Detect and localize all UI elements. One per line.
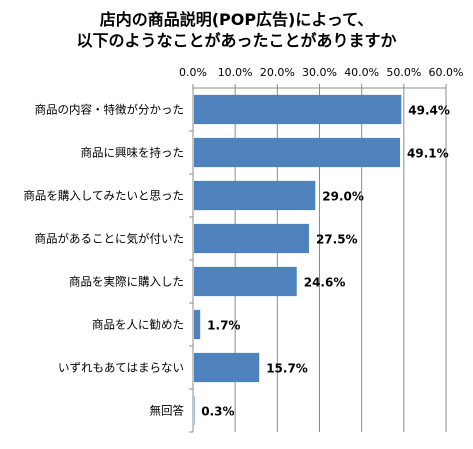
bar-7 (194, 395, 195, 426)
bar-5 (194, 309, 201, 340)
value-label-4: 24.6% (304, 276, 346, 290)
x-tick-label-3: 30.0% (302, 66, 337, 79)
x-tick-label-4: 40.0% (344, 66, 379, 79)
value-label-5: 1.7% (207, 319, 240, 333)
category-label-2: 商品を購入してみたいと思った (23, 189, 184, 203)
x-tick-label-5: 50.0% (386, 66, 421, 79)
x-tick-label-0: 0.0% (179, 66, 207, 79)
bar-0 (194, 94, 402, 125)
bar-1 (194, 137, 401, 168)
category-label-5: 商品を人に勧めた (92, 318, 184, 332)
x-tick-label-1: 10.0% (218, 66, 253, 79)
category-label-6: いずれもあてはまらない (58, 361, 184, 375)
bar-2 (194, 180, 316, 211)
category-label-1: 商品に興味を持った (81, 146, 185, 160)
category-label-0: 商品の内容・特徴が分かった (35, 103, 185, 117)
bar-6 (194, 352, 260, 383)
value-label-2: 29.0% (322, 190, 364, 204)
value-label-0: 49.4% (408, 104, 450, 118)
category-label-4: 商品を実際に購入した (69, 275, 184, 289)
x-tick-label-2: 20.0% (260, 66, 295, 79)
x-tick-label-6: 60.0% (429, 66, 464, 79)
category-label-3: 商品があることに気が付いた (35, 232, 185, 246)
value-label-7: 0.3% (201, 405, 234, 419)
category-label-7: 無回答 (150, 404, 185, 418)
bar-3 (194, 223, 309, 254)
value-label-1: 49.1% (407, 147, 449, 161)
value-label-6: 15.7% (266, 362, 308, 376)
chart-title-line-1: 店内の商品説明(POP広告)によって、 (99, 10, 374, 29)
value-label-3: 27.5% (316, 233, 358, 247)
chart-title-line-2: 以下のようなことがあったことがありますか (76, 31, 397, 50)
bar-4 (194, 266, 297, 297)
